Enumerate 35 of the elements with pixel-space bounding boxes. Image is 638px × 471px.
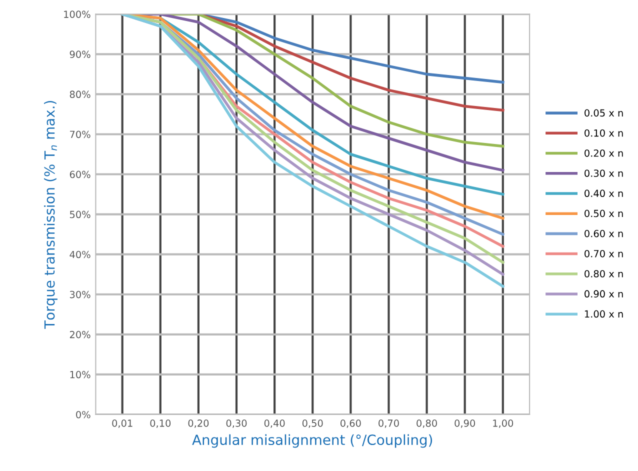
y-tick-label: 30% (70, 290, 90, 298)
legend-label: 0.30 x n (584, 170, 623, 177)
y-tick-label: 40% (70, 250, 90, 258)
x-tick-label: 1,00 (493, 420, 514, 428)
y-tick-label: 100% (64, 10, 90, 18)
y-tick-label: 10% (70, 370, 90, 378)
x-tick-label: 0,90 (454, 420, 476, 428)
x-tick-label: 0,80 (416, 420, 437, 428)
x-tick-label: 0,30 (226, 420, 247, 428)
x-tick-label: 0,60 (340, 420, 361, 428)
legend-label: 0.70 x n (584, 250, 623, 258)
y-tick-label: 0% (76, 410, 90, 418)
x-tick-label: 0,01 (112, 420, 132, 428)
legend-label: 0.90 x n (584, 290, 623, 298)
x-tick-label: 0,10 (150, 420, 171, 428)
legend-label: 0.20 x n (584, 149, 623, 157)
x-tick-label: 0,50 (302, 420, 323, 428)
x-tick-label: 0,20 (188, 420, 209, 428)
y-tick-label: 60% (70, 170, 90, 178)
x-tick-label: 0,40 (264, 420, 285, 428)
y-axis-title: Torque transmission (% T$_{n}$ max.) (44, 100, 58, 329)
legend-label: 0.80 x n (584, 270, 623, 278)
y-tick-label: 50% (70, 210, 90, 218)
legend-label: 1.00 x n (584, 310, 623, 318)
legend-label: 0.40 x n (584, 190, 623, 198)
y-tick-label: 70% (70, 130, 90, 138)
legend-label: 0.05 x n (584, 109, 623, 117)
x-tick-label: 0,70 (378, 420, 399, 428)
x-axis-title: Angular misalignment (°/Coupling) (192, 434, 432, 448)
legend-label: 0.60 x n (584, 230, 623, 238)
y-tick-label: 90% (70, 50, 90, 58)
y-tick-label: 20% (70, 330, 90, 338)
y-tick-label: 80% (70, 90, 90, 98)
legend-label: 0.50 x n (584, 210, 623, 218)
legend-label: 0.10 x n (584, 129, 623, 137)
